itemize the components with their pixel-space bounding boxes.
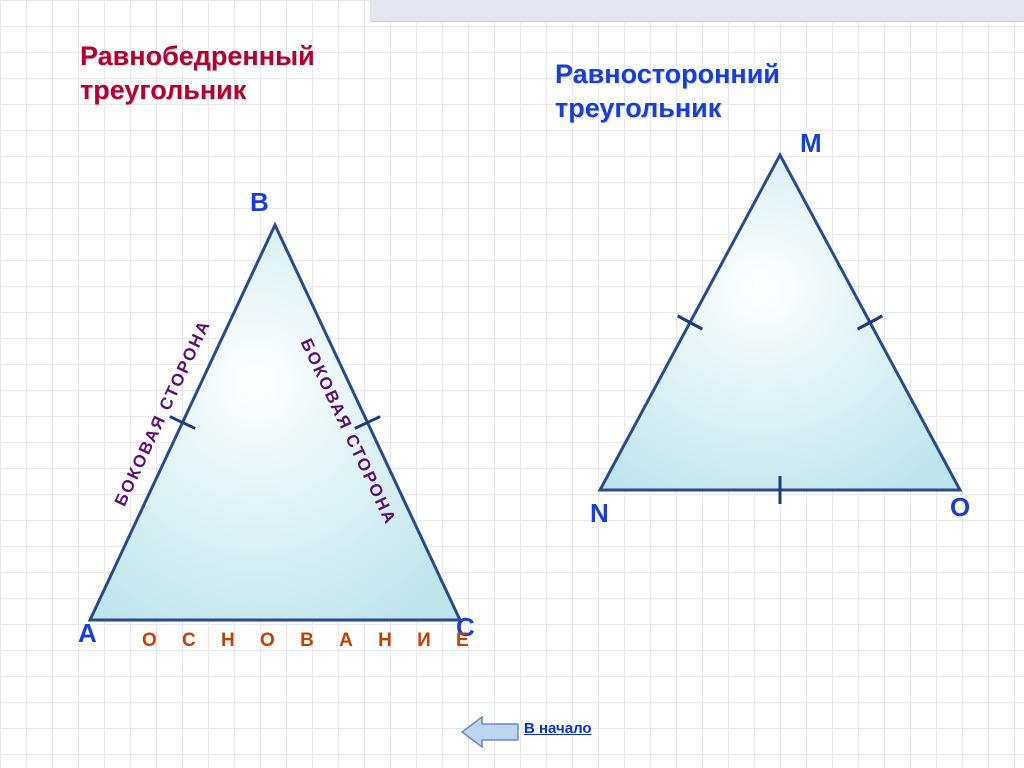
vertex-a: A [78,618,97,649]
vertex-o: O [950,492,970,523]
vertex-m: M [800,128,822,159]
base-label-ac: О С Н О В А Н И Е [142,630,479,652]
vertex-b: B [250,187,269,218]
equilateral-triangle-shape [600,155,960,490]
back-link[interactable]: В начало [524,720,592,737]
equilateral-triangle [0,0,1024,768]
vertex-n: N [590,498,609,529]
back-arrow-icon[interactable] [462,715,518,749]
